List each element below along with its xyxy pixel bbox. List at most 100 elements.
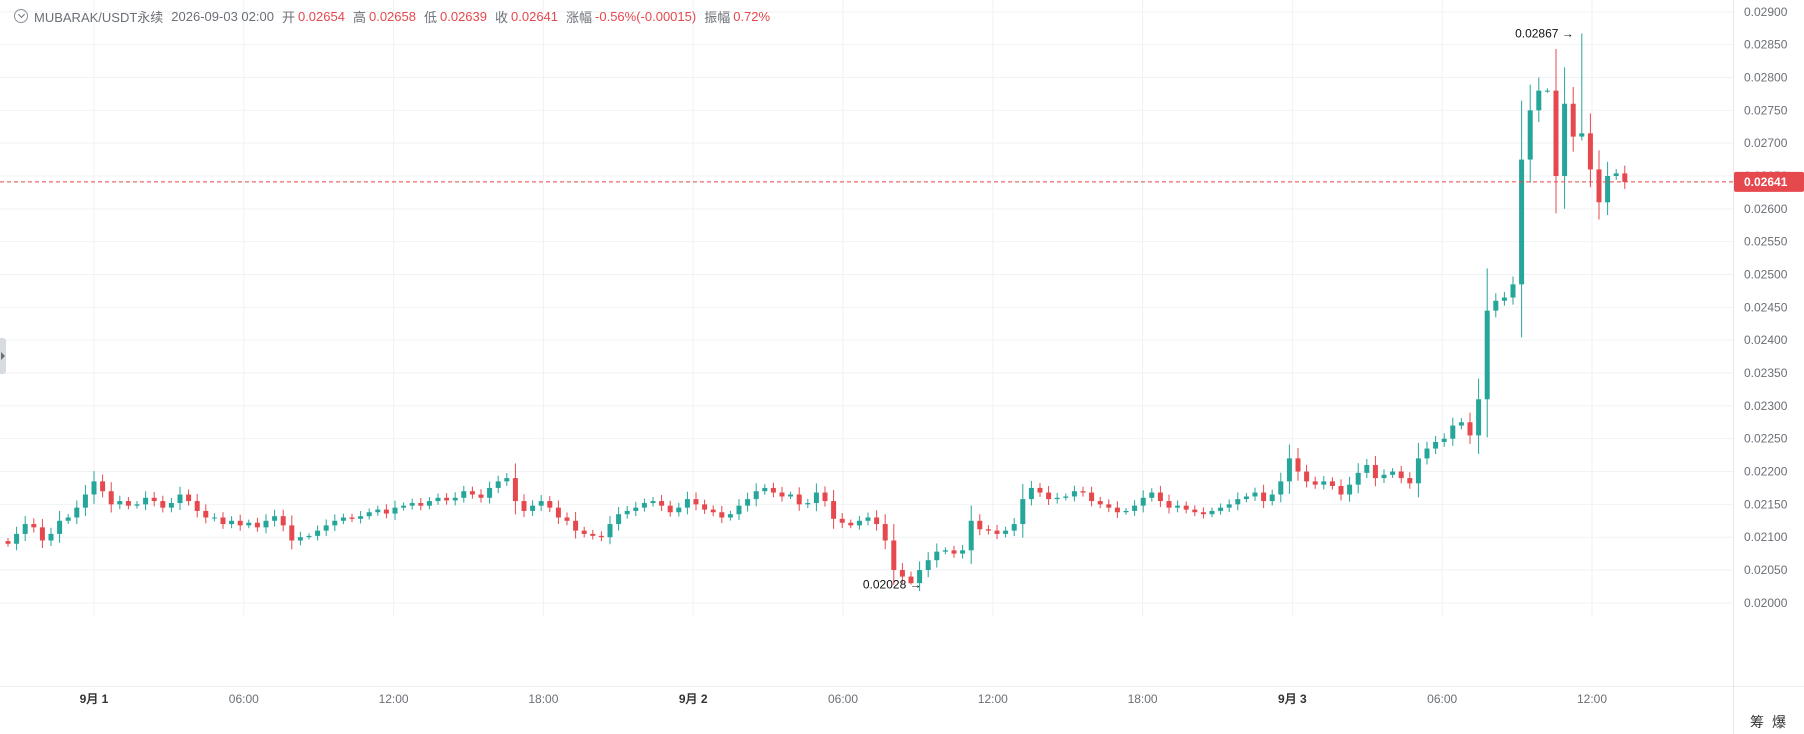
- candle-body: [426, 501, 432, 506]
- candle-body: [1106, 504, 1112, 508]
- x-tick-label: 9月 1: [80, 692, 109, 706]
- candle-body: [581, 530, 587, 534]
- candle-body: [702, 504, 708, 510]
- candle-body: [616, 514, 622, 525]
- candle-body: [573, 520, 579, 531]
- candle-body: [745, 499, 751, 506]
- candle-body: [1527, 110, 1533, 160]
- candle-body: [805, 503, 811, 505]
- x-tick-label: 12:00: [379, 692, 409, 706]
- candle-body: [1467, 422, 1473, 436]
- corner-tools: 筹爆: [1750, 712, 1794, 732]
- candle-body: [1295, 458, 1301, 472]
- legend-open-label: 开: [281, 9, 295, 25]
- candle-body: [177, 494, 183, 504]
- legend-datetime: 2026-09-03 02:00: [171, 8, 274, 24]
- candle-body: [1424, 448, 1430, 459]
- candle-body: [1544, 90, 1550, 92]
- candle-body: [530, 505, 536, 511]
- candle-body: [1338, 485, 1344, 495]
- candle-body: [1407, 478, 1413, 484]
- candle-body: [65, 517, 71, 521]
- candle-body: [1398, 471, 1404, 479]
- candle-body: [822, 492, 828, 502]
- candle-body: [1097, 501, 1103, 505]
- candle-body: [134, 504, 140, 506]
- candle-body: [779, 492, 785, 497]
- x-tick-label: 18:00: [528, 692, 558, 706]
- candle-body: [753, 491, 759, 500]
- candle-body: [349, 517, 355, 519]
- candle-body: [151, 497, 157, 502]
- x-tick-label: 12:00: [1577, 692, 1607, 706]
- max-price-label: 0.02867 →: [1515, 26, 1574, 40]
- y-tick-label: 0.02500: [1744, 268, 1788, 282]
- candle-body: [5, 541, 11, 544]
- candle-body: [1028, 487, 1034, 500]
- legend-change-value: -0.56%(-0.00015): [595, 8, 697, 24]
- liquidation-button[interactable]: 爆: [1772, 714, 1794, 730]
- candle-body: [1579, 133, 1585, 137]
- candle-body: [1596, 169, 1602, 203]
- candle-body: [478, 494, 484, 498]
- candle-body: [538, 501, 544, 506]
- candle-body: [891, 540, 897, 571]
- candle-body: [220, 517, 226, 525]
- candle-body: [813, 492, 819, 504]
- candle-body: [143, 497, 149, 505]
- candle-body: [39, 527, 45, 541]
- x-tick-label: 06:00: [828, 692, 858, 706]
- candle-body: [444, 497, 450, 501]
- y-tick-label: 0.02300: [1744, 399, 1788, 413]
- candle-body: [1063, 496, 1069, 498]
- candle-body: [960, 550, 966, 554]
- y-tick-label: 0.02400: [1744, 333, 1788, 347]
- candle-body: [865, 517, 871, 521]
- candle-body: [1071, 491, 1077, 497]
- candle-body: [1390, 471, 1396, 475]
- candle-body: [1175, 505, 1181, 508]
- candle-body: [899, 570, 905, 577]
- candle-body: [1372, 464, 1378, 479]
- side-panel-handle[interactable]: [0, 338, 6, 374]
- candle-body: [1570, 103, 1576, 137]
- candle-body: [1114, 507, 1120, 513]
- candle-body: [1510, 284, 1516, 298]
- candle-body: [1037, 487, 1043, 493]
- candle-body: [1433, 441, 1439, 449]
- candle-body: [1252, 492, 1258, 497]
- candle-body: [1364, 464, 1370, 473]
- candle-body: [1450, 425, 1456, 439]
- candle-body: [186, 494, 192, 502]
- candle-body: [211, 517, 217, 519]
- chip-distribution-button[interactable]: 筹: [1750, 714, 1772, 730]
- candle-body: [1140, 497, 1146, 506]
- candle-body: [762, 487, 768, 492]
- candle-body: [590, 533, 596, 536]
- candle-body: [1312, 481, 1318, 485]
- y-tick-label: 0.02700: [1744, 136, 1788, 150]
- candle-body: [229, 520, 235, 525]
- candle-body: [650, 501, 656, 504]
- candle-body: [1269, 494, 1275, 502]
- candle-body: [48, 533, 54, 541]
- legend-symbol[interactable]: MUBARAK/USDT永续: [34, 9, 164, 25]
- candle-body: [1484, 310, 1490, 400]
- candle-body: [117, 501, 123, 505]
- candle-body: [1381, 474, 1387, 479]
- y-tick-label: 0.02600: [1744, 202, 1788, 216]
- candle-body: [358, 516, 364, 519]
- candle-body: [14, 533, 20, 544]
- legend-high-label: 高: [352, 9, 366, 25]
- candle-body: [727, 514, 733, 518]
- candle-body: [1218, 507, 1224, 511]
- collapse-chevron-icon[interactable]: [14, 9, 28, 23]
- y-tick-label: 0.02850: [1744, 38, 1788, 52]
- candle-body: [74, 507, 80, 518]
- candle-body: [985, 529, 991, 531]
- candle-body: [392, 507, 398, 514]
- candle-body: [1132, 505, 1138, 511]
- candle-body: [375, 509, 381, 513]
- candle-body: [246, 522, 252, 526]
